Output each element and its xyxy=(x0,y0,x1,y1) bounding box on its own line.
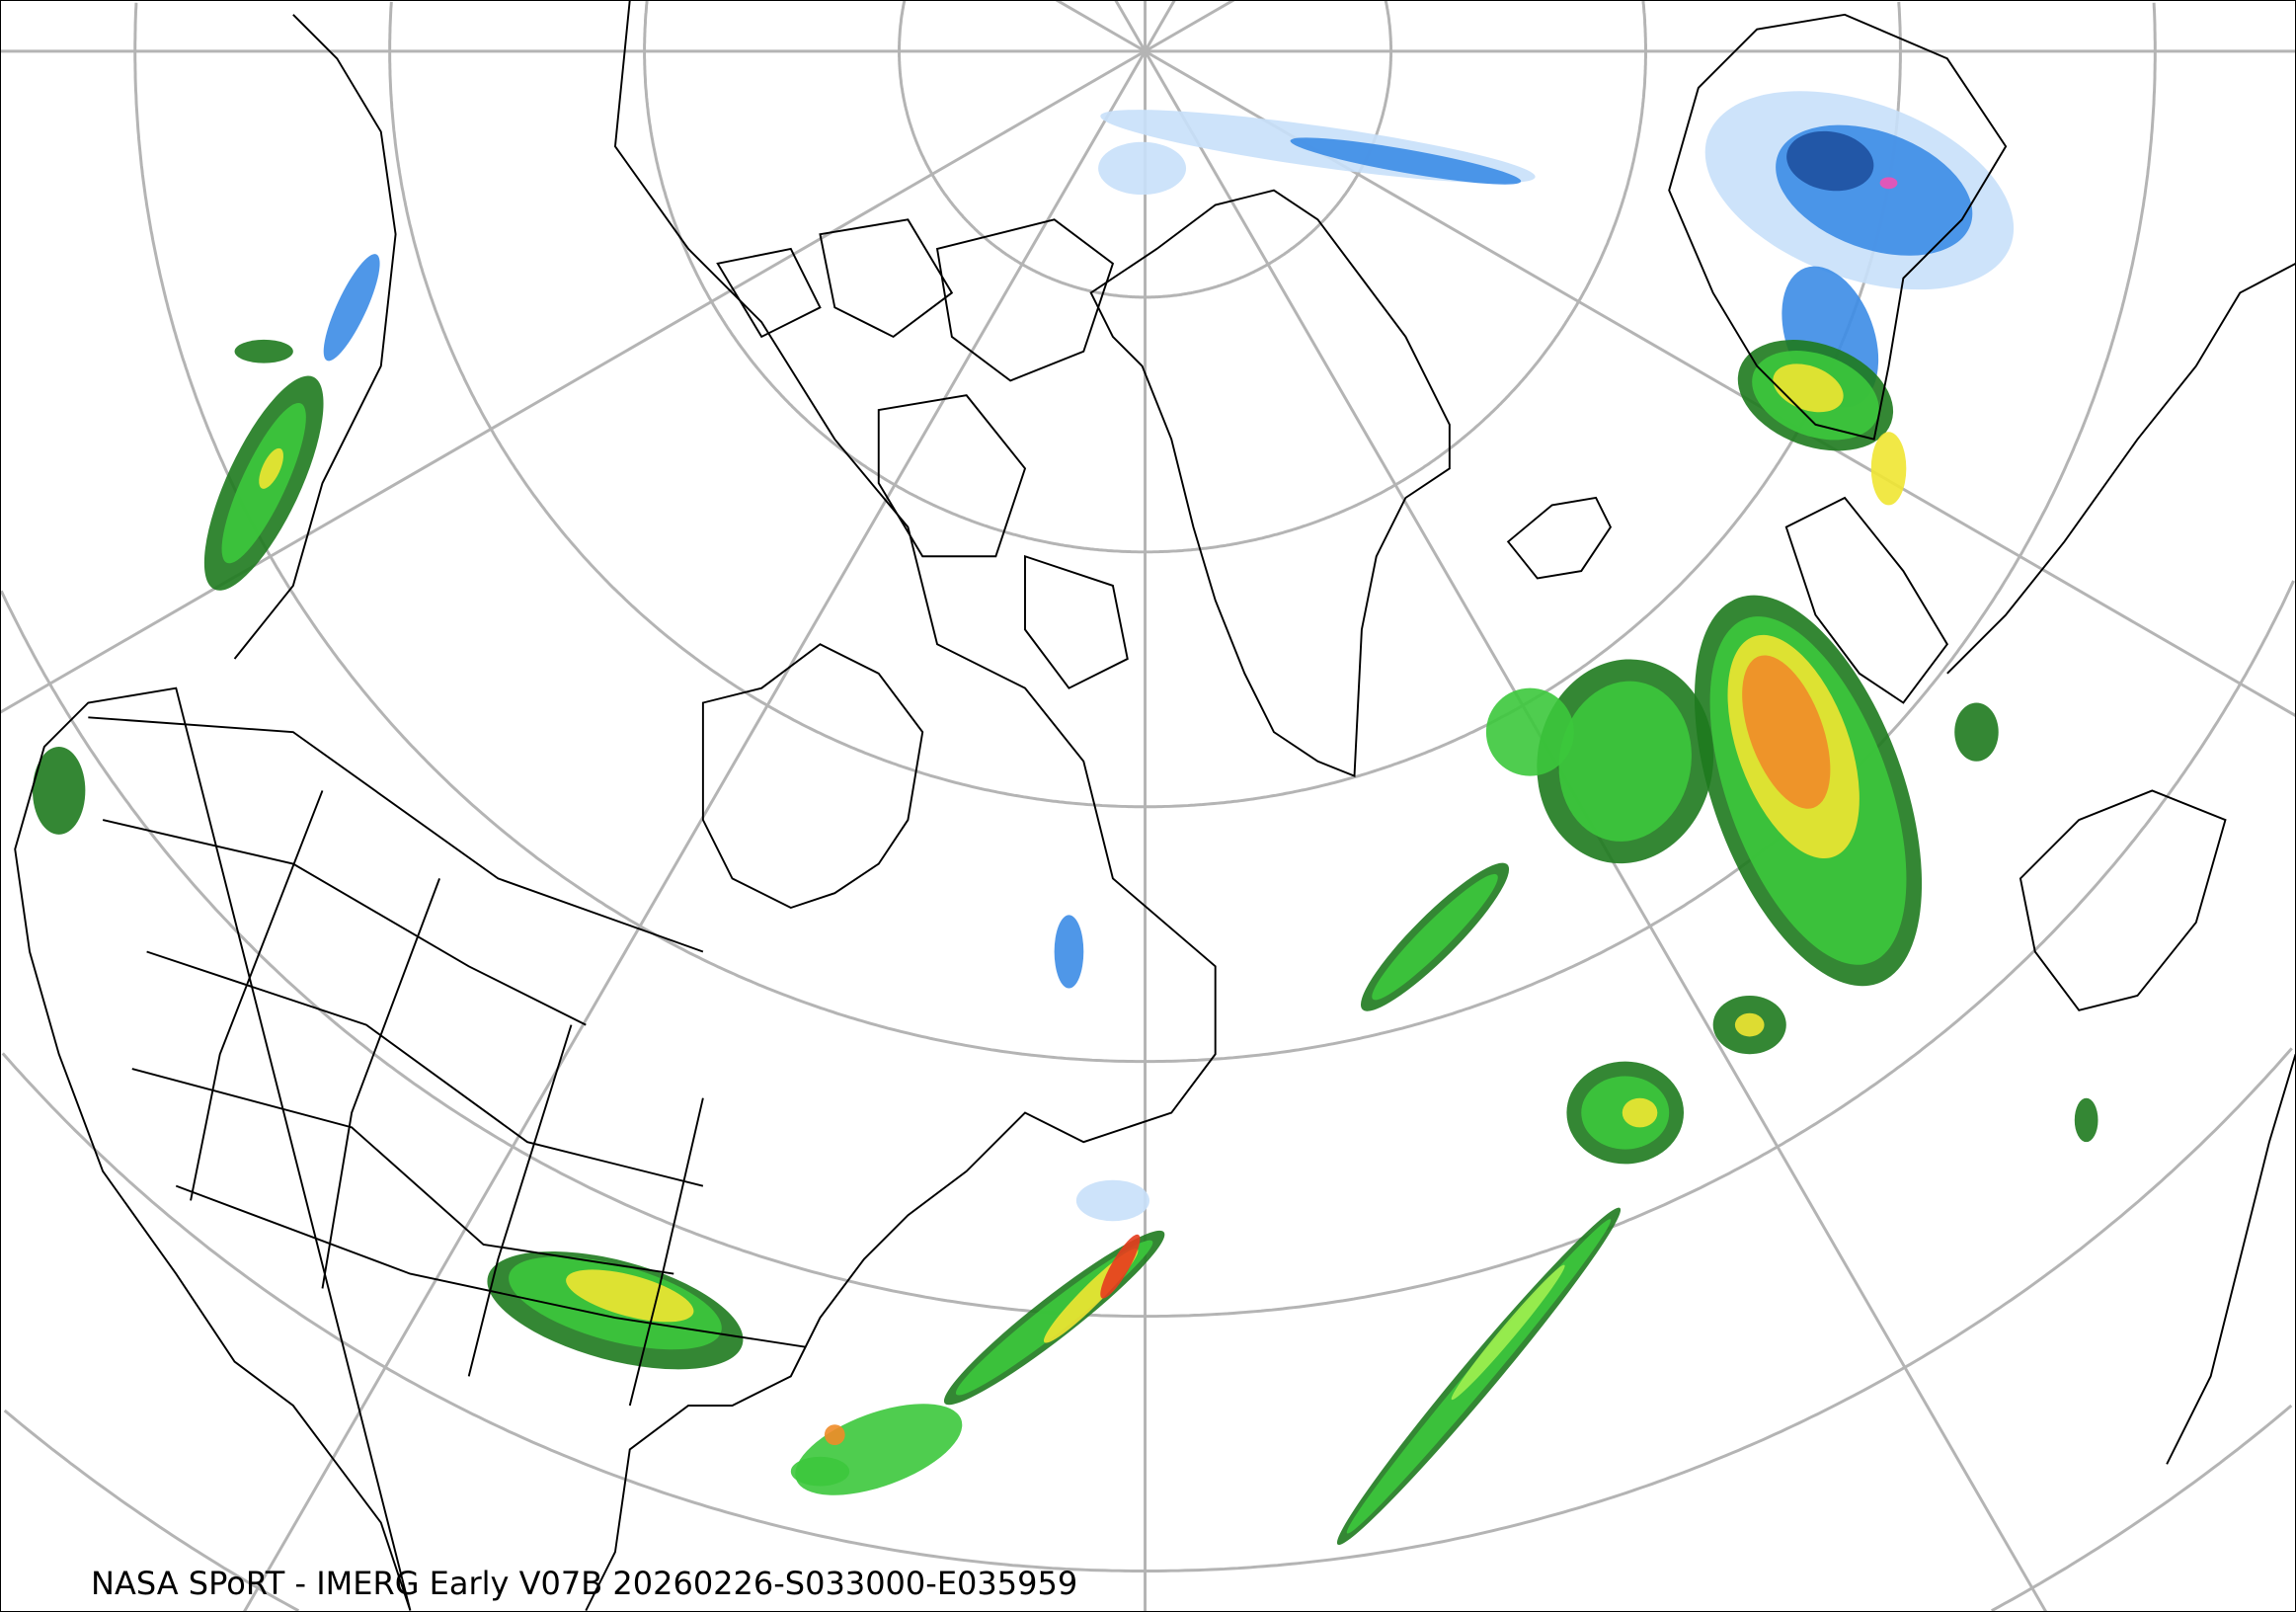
meridian-line xyxy=(1114,0,1147,52)
precip-area-blue xyxy=(323,254,380,362)
precip-area-green xyxy=(1485,687,1574,776)
precip-area-blue xyxy=(1290,137,1522,185)
map-caption: NASA SPoRT - IMERG Early V07B 20260226-S… xyxy=(91,1565,1078,1602)
precip-area-dark-green xyxy=(1954,702,1999,762)
precip-area-green xyxy=(795,1404,963,1495)
precip-area-yellow xyxy=(259,447,283,489)
precip-area-red xyxy=(1100,1234,1141,1299)
meridian-line xyxy=(242,50,1147,1612)
precip-area-light-green xyxy=(1451,1264,1565,1401)
precip-area-yellow xyxy=(1622,1097,1658,1128)
precip-area-green xyxy=(1558,681,1692,842)
precip-area-light-blue xyxy=(1075,1179,1149,1222)
precip-area-dark-green xyxy=(234,339,293,363)
precip-area-pink xyxy=(1879,177,1898,190)
meridian-line xyxy=(0,49,1147,714)
meridian-line xyxy=(1055,0,1147,53)
latitude-circle xyxy=(1,1047,2293,1572)
precip-area-yellow xyxy=(566,1269,694,1323)
north-america-coast xyxy=(14,0,1217,1611)
arctic-islands xyxy=(716,218,1129,689)
precip-area-blue xyxy=(1054,915,1084,989)
state-borders xyxy=(88,716,806,1407)
precip-area-light-blue xyxy=(1098,141,1187,196)
latitude-circle xyxy=(643,0,1647,554)
greenland-coast xyxy=(1089,189,1451,778)
precipitation-layer xyxy=(32,91,2098,1546)
precip-area-yellow xyxy=(1734,1012,1765,1037)
precip-area-dark-green xyxy=(2074,1097,2098,1143)
europe-coast xyxy=(1668,13,2296,1465)
latitude-circle xyxy=(898,0,1393,299)
precip-area-orange xyxy=(824,1424,845,1446)
precip-area-dark-green xyxy=(32,746,86,835)
precip-area-yellow xyxy=(1870,432,1907,506)
hudson-bay-coast xyxy=(701,643,924,910)
latitude-circle xyxy=(3,1404,2293,1612)
precip-area-green xyxy=(790,1456,850,1487)
iceland-coast xyxy=(1506,496,1613,580)
meridian-line xyxy=(1144,0,1235,53)
meridian-line xyxy=(1144,0,1176,52)
precip-area-green xyxy=(1372,873,1498,1001)
latitude-circle xyxy=(0,580,2295,1319)
precip-area-dark-blue xyxy=(1786,130,1874,192)
precip-area-orange xyxy=(1742,655,1831,809)
coastlines xyxy=(14,0,2296,1611)
